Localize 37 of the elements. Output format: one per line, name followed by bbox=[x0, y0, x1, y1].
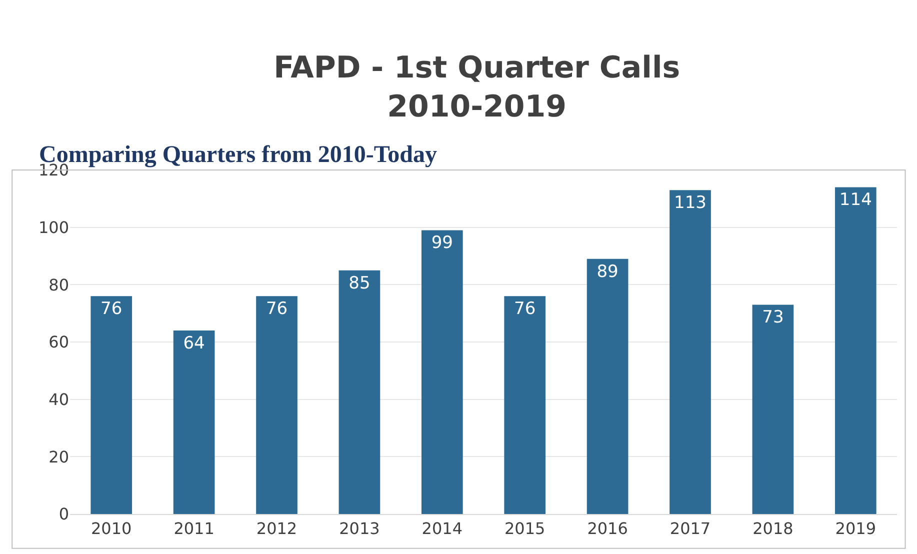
data-label: 76 bbox=[100, 299, 122, 320]
bar bbox=[504, 296, 546, 514]
bar bbox=[752, 304, 794, 514]
x-tick-label: 2014 bbox=[422, 519, 463, 538]
bar bbox=[338, 270, 380, 514]
bar bbox=[586, 258, 628, 514]
x-tick-label: 2015 bbox=[504, 519, 546, 538]
y-tick-label: 60 bbox=[48, 332, 69, 352]
data-label: 85 bbox=[348, 273, 370, 294]
x-tick-label: 2017 bbox=[670, 519, 711, 538]
x-tick-label: 2010 bbox=[90, 519, 132, 538]
data-label: 76 bbox=[514, 299, 536, 320]
x-tick-label: 2012 bbox=[256, 519, 298, 538]
x-tick-label: 2013 bbox=[339, 519, 380, 538]
chart-title: FAPD - 1st Quarter Calls 2010-2019 bbox=[274, 50, 680, 125]
data-label: 76 bbox=[266, 299, 288, 320]
bar bbox=[173, 330, 215, 514]
x-tick-label: 2016 bbox=[587, 519, 628, 538]
y-tick-label: 0 bbox=[58, 504, 69, 524]
data-label: 73 bbox=[762, 308, 784, 328]
bar bbox=[90, 296, 132, 514]
x-tick-label: 2011 bbox=[174, 519, 214, 538]
data-label: 99 bbox=[431, 233, 453, 254]
data-label: 64 bbox=[183, 334, 205, 354]
y-tick-label: 20 bbox=[48, 447, 69, 466]
bar bbox=[670, 190, 711, 514]
y-tick-label: 100 bbox=[38, 218, 69, 237]
data-label: 114 bbox=[839, 190, 872, 210]
x-tick-label: 2018 bbox=[752, 519, 794, 538]
x-tick-label: 2019 bbox=[835, 519, 876, 538]
y-tick-label: 40 bbox=[48, 390, 69, 409]
y-tick-label: 80 bbox=[48, 275, 69, 294]
data-label: 89 bbox=[596, 262, 618, 282]
data-label: 113 bbox=[674, 193, 706, 214]
bar bbox=[834, 187, 876, 514]
bar bbox=[421, 230, 463, 514]
bar bbox=[256, 296, 298, 514]
